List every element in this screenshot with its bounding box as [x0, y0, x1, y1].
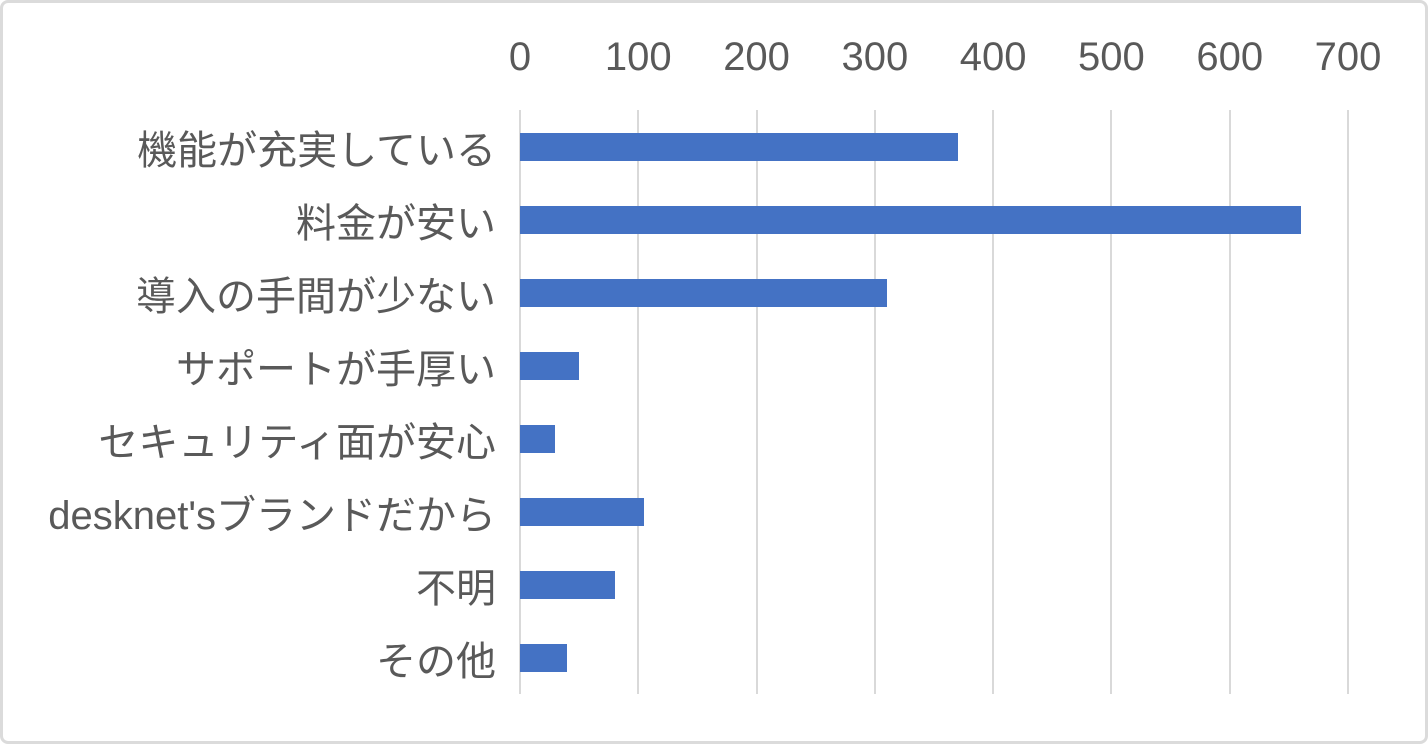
category-label: desknet'sブランドだから [48, 493, 496, 538]
gridline-x-600 [1228, 110, 1231, 694]
gridline-x-400 [992, 110, 995, 694]
x-tick-label: 300 [841, 35, 909, 79]
gridline-x-100 [637, 110, 640, 694]
bar-7 [520, 570, 615, 599]
gridline-x-700 [1347, 110, 1349, 694]
category-label: サポートが手厚い [176, 347, 496, 392]
gridline-x-0 [519, 110, 521, 694]
bar-2 [520, 205, 1301, 234]
x-tick-label: 700 [1314, 35, 1382, 79]
bar-row [520, 110, 1348, 183]
x-axis-ticks: 0 100 200 300 400 500 600 700 [509, 31, 1382, 83]
bar-5 [520, 424, 556, 453]
plot-area [519, 110, 1349, 694]
category-label: 機能が充実している [137, 128, 496, 173]
x-tick-label: 500 [1078, 35, 1145, 79]
category-label: セキュリティ面が安心 [98, 420, 496, 465]
bar-row [520, 621, 1348, 694]
x-tick-label: 400 [959, 35, 1027, 79]
bar-row [520, 256, 1348, 329]
gridline-x-300 [873, 110, 876, 694]
x-tick-label: 100 [604, 35, 672, 79]
category-label: 不明 [416, 566, 496, 611]
category-label: その他 [376, 639, 496, 684]
bar-row [520, 475, 1348, 548]
bar-3 [520, 278, 887, 307]
bar-row [520, 329, 1348, 402]
bar-8 [520, 643, 568, 672]
x-tick-label: 600 [1196, 35, 1264, 79]
x-tick-label: 0 [508, 35, 532, 79]
gridline-x-200 [755, 110, 758, 694]
bar-1 [520, 132, 958, 161]
bar-6 [520, 497, 645, 526]
bar-4 [520, 351, 580, 380]
bar-row [520, 183, 1348, 256]
gridline-x-500 [1110, 110, 1113, 694]
category-label: 導入の手間が少ない [136, 274, 496, 319]
bar-row [520, 402, 1348, 475]
bar-row [520, 548, 1348, 621]
x-tick-label: 200 [723, 35, 790, 79]
y-axis-category-labels: 機能が充実している料金が安い導入の手間が少ないサポートが手厚いセキュリティ面が安… [3, 110, 508, 694]
category-label: 料金が安い [296, 201, 496, 246]
